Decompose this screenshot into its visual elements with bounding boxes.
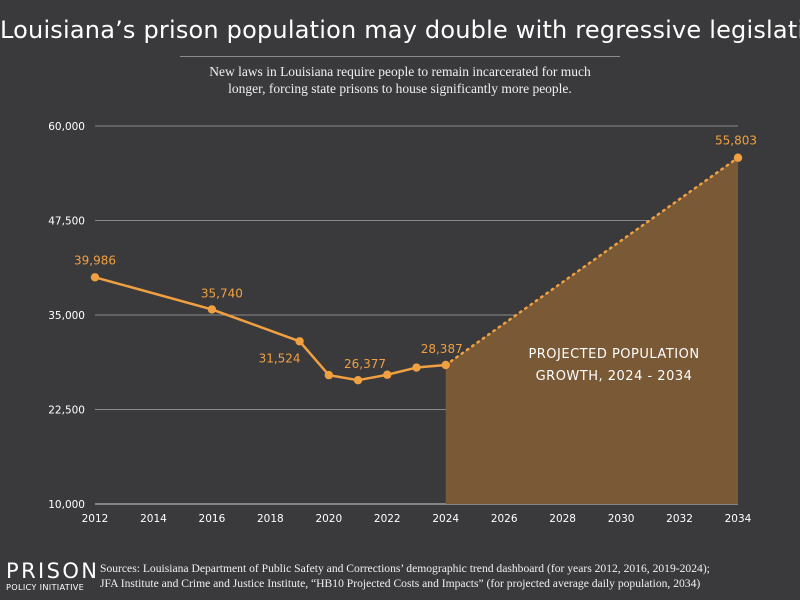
y-tick-label: 35,000 [48,310,85,322]
projection-label: PROJECTED POPULATION GROWTH, 2024 - 2034 [528,347,699,384]
y-tick-label: 60,000 [48,121,85,133]
projection-area [444,156,740,505]
data-point [412,363,421,372]
logo-main-text: PRISON [6,559,100,583]
data-point [441,360,450,370]
x-tick-label: 2018 [257,513,284,525]
chart-subtitle: New laws in Louisiana require people to … [100,63,700,97]
data-points [90,153,743,385]
projection-dotted-line [444,156,740,367]
data-point [324,370,334,380]
y-tick-label: 10,000 [48,499,85,511]
projection-label-line-1: PROJECTED POPULATION [528,347,699,362]
data-label: 31,524 [259,351,301,365]
axis-ticks: 10,000 22,500 35,000 47,500 60,000 2012 2014 20… [48,121,751,525]
data-label: 28,387 [421,342,463,356]
data-point [90,273,100,282]
data-labels: 39,986 35,740 31,524 26,377 28,387 55,803 [74,134,757,371]
data-label: 35,740 [201,286,243,300]
logo-sub-text: POLICY INITIATIVE [6,582,85,592]
data-label: 26,377 [344,357,386,371]
series-lines [94,276,446,382]
x-tick-label: 2022 [374,513,401,525]
data-point [353,375,363,385]
sources-line-1: Sources: Louisiana Department of Public … [100,562,710,575]
projection-fill [445,157,738,505]
x-tick-label: 2028 [549,513,576,525]
data-point [207,305,217,314]
projection-end-point [733,153,743,162]
data-label: 55,803 [715,134,757,148]
x-tick-label: 2032 [666,513,693,525]
data-label: 39,986 [74,253,116,267]
x-tick-label: 2016 [199,513,226,525]
chart-title: Louisiana’s prison population may double… [0,16,800,44]
projection-label-line-2: GROWTH, 2024 - 2034 [536,369,693,384]
x-tick-label: 2012 [82,513,109,525]
title-divider [180,56,620,57]
x-tick-label: 2020 [315,513,342,525]
data-point [383,370,392,379]
x-tick-label: 2034 [725,513,752,525]
data-point [295,337,304,346]
x-tick-label: 2026 [491,513,518,525]
y-tick-label: 47,500 [48,216,85,228]
sources-note: Sources: Louisiana Department of Public … [100,561,798,591]
series-line-0 [94,276,446,382]
prison-policy-initiative-logo: PRISON POLICY INITIATIVE [6,559,100,592]
x-tick-label: 2014 [140,513,167,525]
x-tick-label: 2030 [608,513,635,525]
y-tick-label: 22,500 [48,405,85,417]
subtitle-line-1: New laws in Louisiana require people to … [209,64,591,79]
x-tick-label: 2024 [432,513,459,525]
sources-line-2: JFA Institute and Crime and Justice Inst… [100,577,701,590]
subtitle-line-2: longer, forcing state prisons to house s… [228,81,572,96]
